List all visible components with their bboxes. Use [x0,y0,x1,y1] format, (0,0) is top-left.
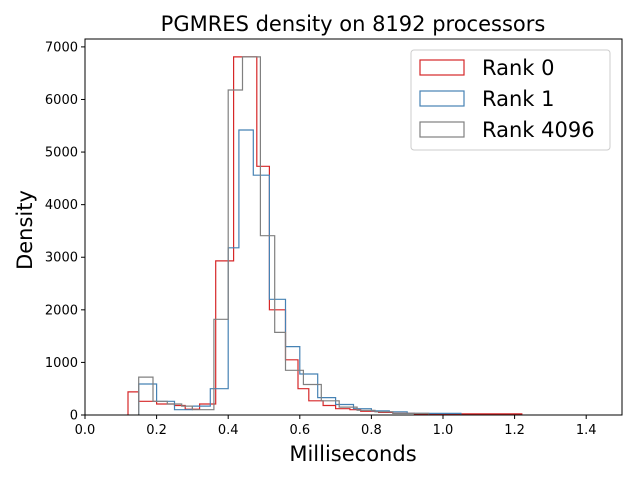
x-tick-label: 0.6 [289,423,310,438]
x-tick-label: 1.4 [576,423,597,438]
legend-label-0: Rank 0 [482,56,555,80]
series-1-step-outline [138,129,462,415]
y-tick-label: 0 [70,409,78,424]
x-axis-label: Milliseconds [289,442,416,466]
y-tick-label: 6000 [45,93,78,108]
y-tick-label: 7000 [45,40,78,55]
x-tick-label: 0.0 [75,423,96,438]
y-tick-label: 3000 [45,251,78,266]
y-tick-label: 2000 [45,303,78,318]
x-tick-label: 0.4 [218,423,239,438]
legend-swatch-2 [419,121,465,138]
legend-label-1: Rank 1 [482,87,555,111]
plot-area: 0.0 0.2 0.4 0.6 0.8 1.0 1.2 1.4 0 1000 2000 3000 400… [45,38,623,438]
legend: Rank 0 Rank 1 Rank 4096 [410,49,611,151]
x-tick-label: 0.2 [146,423,167,438]
legend-swatch-0 [419,59,465,76]
legend-swatch-1 [419,90,465,107]
y-tick-label: 1000 [45,356,78,371]
series-2-step-outline [138,56,430,415]
x-tick-label: 0.8 [361,423,382,438]
y-tick-label: 4000 [45,198,78,213]
chart-title: PGMRES density on 8192 processors [161,12,546,36]
y-axis-label: Density [13,190,37,270]
legend-label-2: Rank 4096 [482,118,595,142]
y-tick-label: 5000 [45,146,78,161]
x-tick-label: 1.2 [504,423,525,438]
x-tick-label: 1.0 [433,423,454,438]
plot-frame [84,38,623,416]
